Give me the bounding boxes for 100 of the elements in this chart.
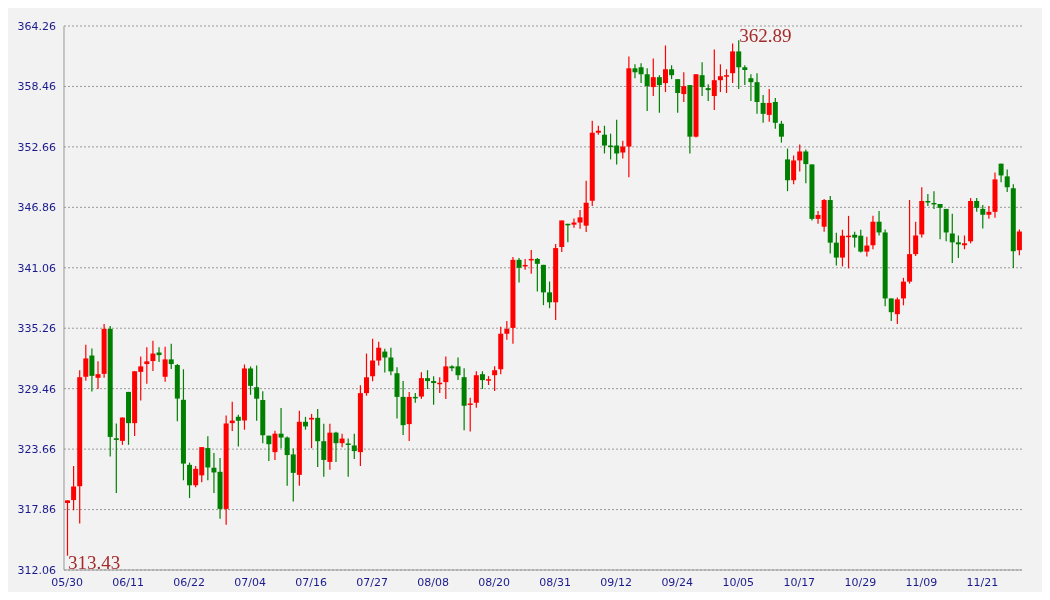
candlestick	[534, 257, 540, 293]
candlestick	[742, 64, 748, 86]
candlestick	[791, 154, 797, 185]
candlestick	[785, 147, 791, 192]
x-tick-label: 11/21	[966, 575, 999, 589]
candlestick	[370, 338, 376, 382]
candlestick	[394, 366, 400, 420]
candlestick	[321, 423, 327, 478]
candlestick	[876, 210, 882, 237]
candlestick	[113, 422, 119, 494]
candlestick	[95, 360, 101, 390]
y-tick-label: 341.06	[17, 261, 56, 275]
candlestick	[864, 236, 870, 258]
candlestick	[900, 277, 906, 306]
y-tick-label: 346.86	[17, 201, 56, 215]
y-tick-label: 364.26	[17, 19, 56, 33]
candlestick	[888, 297, 894, 322]
candlestick	[730, 42, 736, 84]
candlestick	[382, 348, 388, 374]
candlestick	[980, 204, 986, 230]
x-tick-label: 08/20	[478, 575, 511, 589]
candlestick	[748, 73, 754, 102]
candlestick	[913, 221, 919, 257]
y-tick-label: 329.46	[17, 382, 56, 396]
annotation: 362.89	[739, 25, 792, 47]
candlestick	[601, 125, 607, 155]
candlestick	[119, 416, 125, 446]
candlestick	[449, 364, 455, 372]
candlestick	[766, 88, 772, 123]
candlestick	[150, 340, 156, 372]
candlestick	[547, 280, 553, 309]
candlestick	[345, 437, 351, 478]
candlestick	[803, 148, 809, 184]
candlestick	[986, 205, 992, 220]
candlestick	[431, 375, 437, 406]
candlestick	[662, 44, 668, 93]
candlestick	[71, 465, 77, 511]
x-tick-label: 08/31	[539, 575, 572, 589]
candlestick	[351, 433, 357, 460]
candlestick	[797, 144, 803, 172]
candlestick	[736, 39, 742, 90]
candlestick	[388, 347, 394, 376]
y-tick-label: 358.46	[17, 80, 56, 94]
candlestick	[455, 356, 461, 381]
candlestick	[632, 63, 638, 79]
candlestick	[168, 343, 174, 370]
candlestick	[187, 461, 193, 499]
x-tick-label: 07/04	[234, 575, 266, 589]
candlestick	[235, 414, 241, 448]
candlestick	[272, 430, 278, 461]
candlestick	[254, 364, 260, 422]
candlestick	[418, 371, 424, 400]
candlestick	[492, 365, 498, 392]
candlestick	[699, 61, 705, 97]
x-tick-label: 07/27	[356, 575, 388, 589]
x-tick-label: 11/09	[905, 575, 938, 589]
candlestick	[266, 435, 272, 462]
candlestick	[650, 57, 656, 97]
y-tick-label: 352.66	[17, 140, 56, 154]
candlestick	[1004, 168, 1010, 193]
x-tick-label: 08/08	[417, 575, 450, 589]
candlestick	[516, 257, 522, 284]
x-tick-label: 06/22	[173, 575, 205, 589]
x-tick-label: 10/29	[844, 575, 877, 589]
y-tick-label: 323.66	[17, 443, 56, 457]
x-tick-label: 06/11	[112, 575, 144, 589]
candlestick	[760, 94, 766, 124]
candlestick	[772, 97, 778, 130]
x-tick-label: 10/17	[783, 575, 816, 589]
x-tick-label: 05/30	[51, 575, 83, 589]
candlestick	[248, 365, 254, 396]
candlestick	[571, 217, 577, 229]
candlestick	[504, 320, 510, 341]
candlestick	[894, 296, 900, 325]
y-tick-label: 335.26	[17, 322, 56, 336]
x-tick-label: 09/12	[600, 575, 633, 589]
annotation: 313.43	[68, 551, 121, 573]
y-tick-label: 312.06	[17, 563, 56, 577]
candlestick	[937, 203, 943, 240]
candlestick	[943, 208, 949, 242]
candlestick	[955, 234, 961, 259]
candlestick	[83, 344, 89, 382]
candlestick	[278, 407, 284, 449]
candlestick	[376, 341, 382, 367]
candlestick	[205, 435, 211, 481]
y-tick-label: 317.86	[17, 503, 56, 517]
candlestick	[778, 120, 784, 144]
candlestick	[309, 413, 315, 449]
candlestick	[675, 78, 681, 114]
candlestick	[1016, 228, 1022, 256]
candlestick	[89, 347, 95, 393]
candlestick	[644, 67, 650, 112]
candlestick	[711, 48, 717, 111]
candlestick	[162, 346, 168, 383]
candlestick	[363, 352, 369, 397]
candlestick	[681, 71, 687, 103]
x-tick-label: 10/05	[722, 575, 755, 589]
candlestick	[315, 408, 321, 468]
candlestick	[638, 62, 644, 84]
candlestick	[467, 397, 473, 432]
